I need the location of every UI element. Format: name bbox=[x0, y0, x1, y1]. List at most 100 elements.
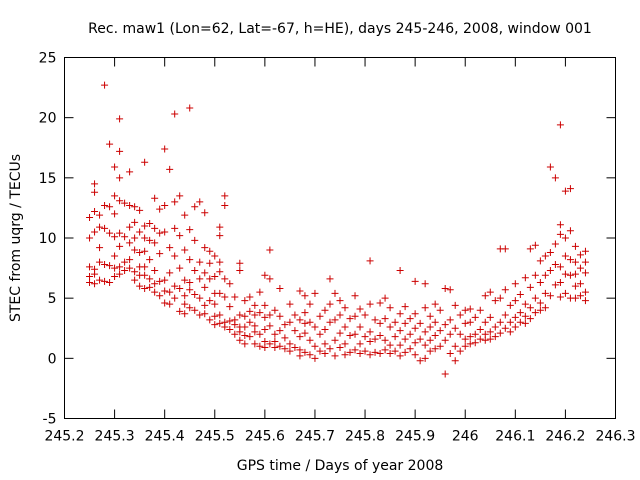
data-point bbox=[431, 345, 439, 353]
data-point bbox=[141, 263, 149, 271]
data-point bbox=[106, 229, 114, 237]
data-point bbox=[106, 262, 114, 270]
data-point bbox=[96, 276, 104, 284]
data-point bbox=[266, 322, 274, 330]
data-point bbox=[461, 319, 469, 327]
data-point bbox=[416, 319, 424, 327]
data-point bbox=[281, 345, 289, 353]
data-point bbox=[96, 258, 104, 266]
data-point bbox=[291, 327, 299, 335]
data-point bbox=[226, 280, 234, 288]
data-point bbox=[501, 311, 509, 319]
data-point bbox=[136, 248, 144, 256]
data-point bbox=[371, 316, 379, 324]
data-point bbox=[411, 351, 419, 359]
data-point bbox=[351, 346, 359, 354]
data-point bbox=[221, 275, 229, 283]
data-point bbox=[501, 245, 509, 253]
data-point bbox=[356, 305, 364, 313]
data-point bbox=[221, 323, 229, 331]
data-point bbox=[156, 250, 164, 258]
data-point bbox=[101, 277, 109, 285]
data-point bbox=[526, 304, 534, 312]
x-tick-label: 245.9 bbox=[395, 429, 435, 445]
data-point bbox=[161, 287, 169, 295]
data-point bbox=[196, 275, 204, 283]
data-point bbox=[366, 257, 374, 265]
data-point bbox=[556, 121, 564, 129]
data-point bbox=[441, 370, 449, 378]
data-point bbox=[211, 312, 219, 320]
data-point bbox=[131, 246, 139, 254]
data-point bbox=[176, 307, 184, 315]
data-point bbox=[241, 323, 249, 331]
data-point bbox=[121, 266, 129, 274]
data-point bbox=[451, 301, 459, 309]
data-point bbox=[171, 110, 179, 118]
data-point bbox=[441, 285, 449, 293]
data-point bbox=[361, 347, 369, 355]
data-point bbox=[471, 330, 479, 338]
data-point bbox=[421, 304, 429, 312]
data-point bbox=[146, 220, 154, 228]
data-point bbox=[251, 322, 259, 330]
data-point bbox=[191, 306, 199, 314]
data-point bbox=[411, 324, 419, 332]
data-point bbox=[261, 301, 269, 309]
data-point bbox=[241, 340, 249, 348]
y-tick-label: 15 bbox=[39, 171, 57, 187]
data-point bbox=[336, 297, 344, 305]
data-point bbox=[281, 321, 289, 329]
data-point bbox=[256, 288, 264, 296]
data-point bbox=[401, 348, 409, 356]
data-point bbox=[466, 318, 474, 326]
data-point bbox=[141, 222, 149, 230]
data-point bbox=[511, 280, 519, 288]
data-point bbox=[151, 239, 159, 247]
data-point bbox=[576, 280, 584, 288]
x-tick-label: 245.6 bbox=[245, 429, 285, 445]
data-point bbox=[506, 328, 514, 336]
data-point bbox=[211, 300, 219, 308]
data-point bbox=[376, 350, 384, 358]
data-point bbox=[351, 292, 359, 300]
data-point bbox=[191, 236, 199, 244]
data-point bbox=[311, 342, 319, 350]
data-point bbox=[381, 294, 389, 302]
data-point bbox=[481, 336, 489, 344]
data-point bbox=[126, 223, 134, 231]
data-point bbox=[581, 288, 589, 296]
data-point bbox=[331, 352, 339, 360]
data-point bbox=[186, 304, 194, 312]
data-point bbox=[171, 224, 179, 232]
data-point bbox=[466, 305, 474, 313]
data-point bbox=[571, 294, 579, 302]
data-point bbox=[556, 263, 564, 271]
data-point bbox=[151, 266, 159, 274]
data-point bbox=[456, 347, 464, 355]
data-point bbox=[276, 342, 284, 350]
data-point bbox=[251, 328, 259, 336]
data-point bbox=[226, 317, 234, 325]
data-point bbox=[196, 311, 204, 319]
data-point bbox=[236, 311, 244, 319]
data-point bbox=[581, 258, 589, 266]
data-point bbox=[296, 346, 304, 354]
data-point bbox=[171, 294, 179, 302]
data-point bbox=[181, 246, 189, 254]
data-point bbox=[326, 318, 334, 326]
data-point bbox=[181, 276, 189, 284]
data-point bbox=[461, 306, 469, 314]
data-point bbox=[321, 325, 329, 333]
data-point bbox=[96, 223, 104, 231]
data-point bbox=[371, 348, 379, 356]
data-point bbox=[216, 258, 224, 266]
data-point bbox=[246, 333, 254, 341]
data-point bbox=[536, 279, 544, 287]
data-point bbox=[111, 210, 119, 218]
data-point bbox=[241, 312, 249, 320]
data-point bbox=[146, 275, 154, 283]
data-point bbox=[361, 311, 369, 319]
data-point bbox=[266, 311, 274, 319]
data-point bbox=[511, 297, 519, 305]
